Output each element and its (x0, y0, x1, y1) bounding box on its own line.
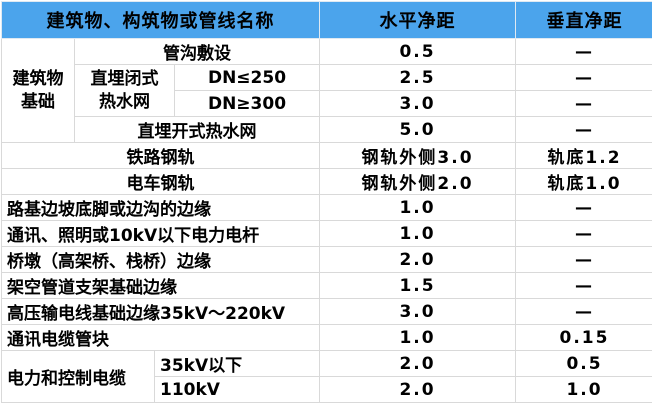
horizontal-value: 2.0 (320, 377, 516, 403)
vertical-value: — (516, 299, 652, 325)
table-row: 直埋开式热水网 5.0 — (2, 117, 652, 143)
vertical-value: — (516, 221, 652, 247)
group-cell-building-foundation: 建筑物基础 (2, 39, 75, 143)
table-row: 高压输电线基础边缘35kV～220kV 3.0 — (2, 299, 652, 325)
vertical-value: 轨底1.2 (516, 143, 652, 169)
horizontal-value: 3.0 (320, 299, 516, 325)
table-row: 铁路钢轨 钢轨外侧3.0 轨底1.2 (2, 143, 652, 169)
horizontal-value: 1.5 (320, 273, 516, 299)
vertical-value: — (516, 247, 652, 273)
horizontal-value: 2.0 (320, 247, 516, 273)
group-label: 建筑物基础 (11, 68, 65, 114)
column-header-vertical: 垂直净距 (516, 2, 652, 39)
horizontal-value: 2.5 (320, 65, 516, 91)
horizontal-value: 1.0 (320, 325, 516, 351)
row-label: DN≤250 (175, 65, 320, 91)
table-row: 通讯电缆管块 1.0 0.15 (2, 325, 652, 351)
table-row: 电车钢轨 钢轨外侧2.0 轨底1.0 (2, 169, 652, 195)
subgroup-cell-buried-closed: 直埋闭式热水网 (75, 65, 175, 117)
vertical-value: — (516, 273, 652, 299)
row-label: 铁路钢轨 (2, 143, 320, 169)
vertical-value: — (516, 39, 652, 65)
vertical-value: 0.5 (516, 351, 652, 377)
table-row: 电力和控制电缆 35kV以下 2.0 0.5 (2, 351, 652, 377)
row-label: 管沟敷设 (75, 39, 320, 65)
table-row: 架空管道支架基础边缘 1.5 — (2, 273, 652, 299)
table-row: 路基边坡底脚或边沟的边缘 1.0 — (2, 195, 652, 221)
row-label: 路基边坡底脚或边沟的边缘 (2, 195, 320, 221)
vertical-value: 1.0 (516, 377, 652, 403)
subgroup-label: 直埋闭式热水网 (88, 68, 161, 114)
table-row: 桥墩（高架桥、栈桥）边缘 2.0 — (2, 247, 652, 273)
row-label: 电车钢轨 (2, 169, 320, 195)
vertical-value: — (516, 65, 652, 91)
horizontal-value: 钢轨外侧3.0 (320, 143, 516, 169)
row-label: 高压输电线基础边缘35kV～220kV (2, 299, 320, 325)
table-row: 建筑物基础 管沟敷设 0.5 — (2, 39, 652, 65)
table-row: 直埋闭式热水网 DN≤250 2.5 — (2, 65, 652, 91)
column-header-horizontal: 水平净距 (320, 2, 516, 39)
vertical-value: 轨底1.0 (516, 169, 652, 195)
horizontal-value: 1.0 (320, 221, 516, 247)
horizontal-value: 钢轨外侧2.0 (320, 169, 516, 195)
row-label: 110kV (155, 377, 320, 403)
vertical-value: 0.15 (516, 325, 652, 351)
horizontal-value: 2.0 (320, 351, 516, 377)
row-label: 通讯电缆管块 (2, 325, 320, 351)
horizontal-value: 3.0 (320, 91, 516, 117)
horizontal-value: 1.0 (320, 195, 516, 221)
header-row: 建筑物、构筑物或管线名称 水平净距 垂直净距 (2, 2, 652, 39)
row-label: DN≥300 (175, 91, 320, 117)
row-label: 架空管道支架基础边缘 (2, 273, 320, 299)
horizontal-value: 5.0 (320, 117, 516, 143)
vertical-value: — (516, 195, 652, 221)
vertical-value: — (516, 117, 652, 143)
column-header-name: 建筑物、构筑物或管线名称 (2, 2, 320, 39)
table-row: 通讯、照明或10kV以下电力电杆 1.0 — (2, 221, 652, 247)
row-label: 桥墩（高架桥、栈桥）边缘 (2, 247, 320, 273)
horizontal-value: 0.5 (320, 39, 516, 65)
vertical-value: — (516, 91, 652, 117)
row-label: 通讯、照明或10kV以下电力电杆 (2, 221, 320, 247)
group-cell-power-cable: 电力和控制电缆 (2, 351, 155, 403)
row-label: 35kV以下 (155, 351, 320, 377)
row-label: 直埋开式热水网 (75, 117, 320, 143)
